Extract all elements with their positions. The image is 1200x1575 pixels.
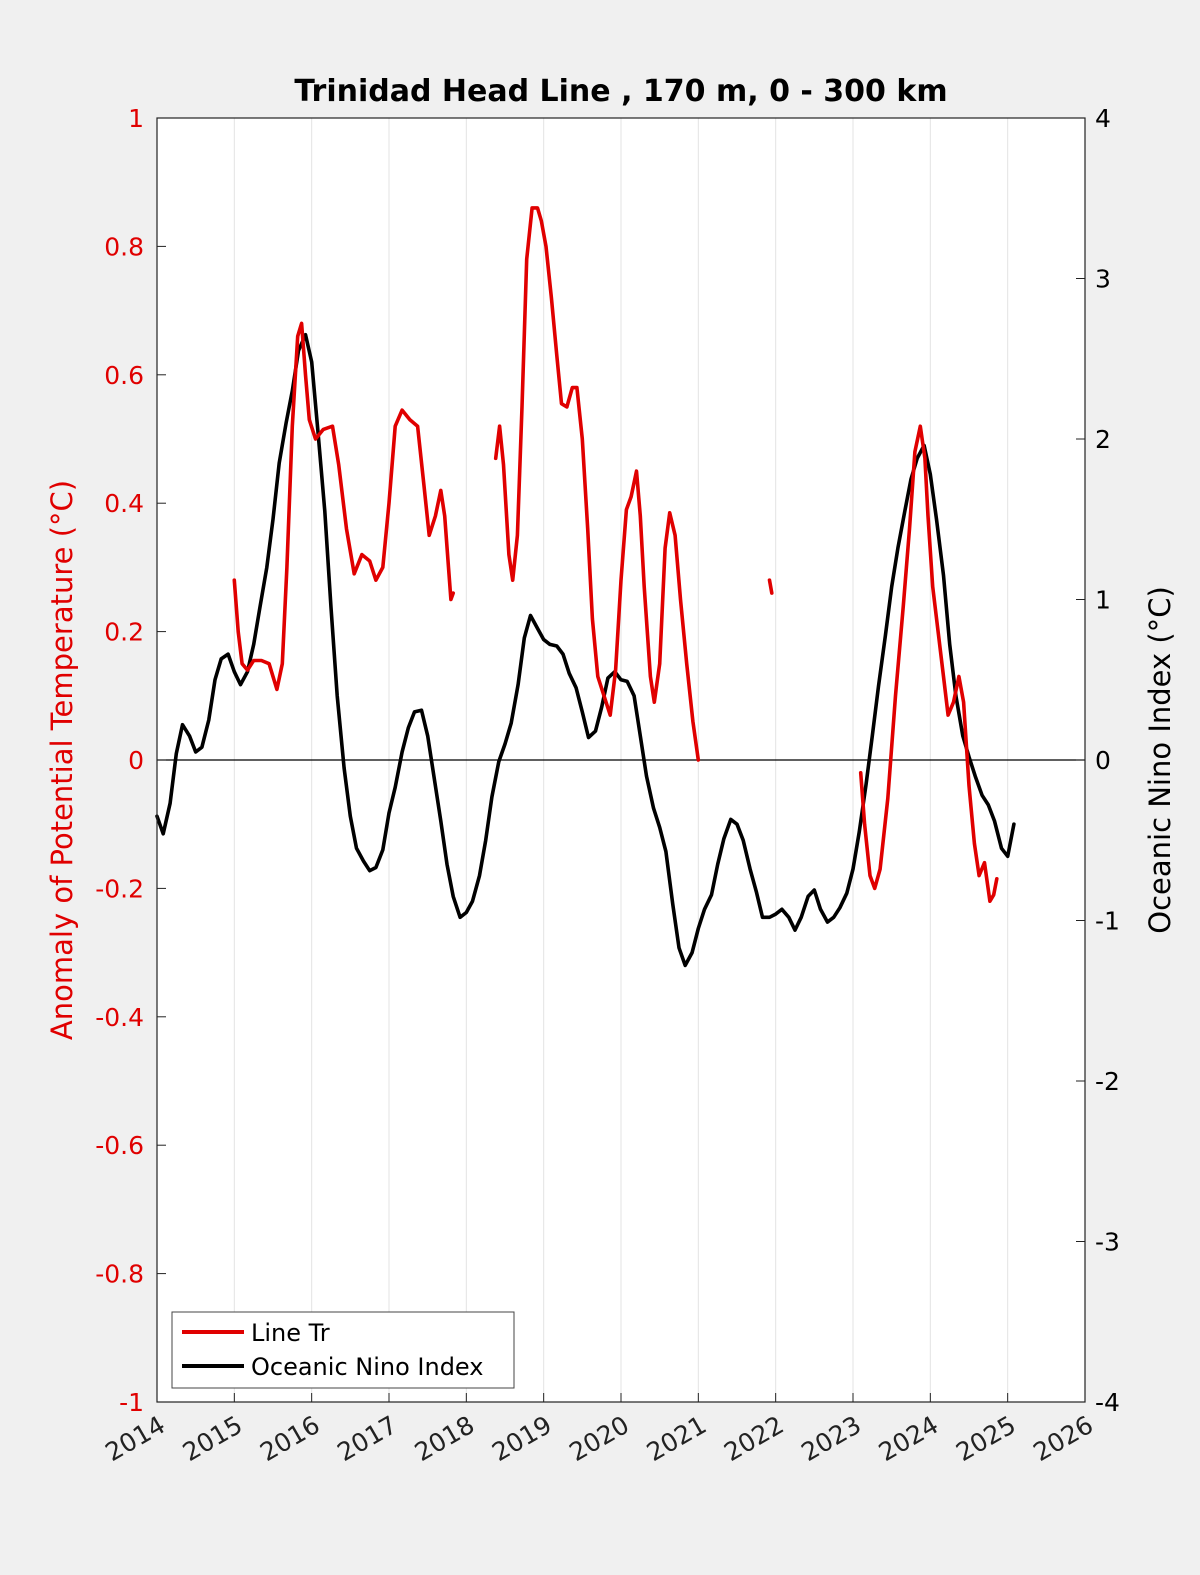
- right-tick-label: -2: [1095, 1067, 1120, 1096]
- left-tick-label: -0.8: [95, 1260, 144, 1289]
- x-tick-label: 2014: [100, 1410, 170, 1467]
- left-tick-label: 0.6: [104, 361, 144, 390]
- x-tick-label: 2026: [1028, 1410, 1098, 1467]
- x-tick-label: 2024: [874, 1410, 944, 1467]
- x-tick-label: 2021: [642, 1410, 712, 1467]
- left-tick-label: -1: [119, 1388, 144, 1417]
- x-tick-label: 2023: [796, 1410, 866, 1467]
- left-tick-label: 0.4: [104, 489, 144, 518]
- right-tick-label: -3: [1095, 1228, 1120, 1257]
- left-tick-label: 0.2: [104, 618, 144, 647]
- right-tick-label: 1: [1095, 586, 1111, 615]
- left-tick-label: -0.6: [95, 1131, 144, 1160]
- right-tick-label: -1: [1095, 907, 1120, 936]
- chart-title: Trinidad Head Line , 170 m, 0 - 300 km: [294, 74, 947, 109]
- left-tick-label: -0.4: [95, 1003, 144, 1032]
- right-tick-label: 4: [1095, 104, 1111, 133]
- legend-box: [171, 1311, 515, 1389]
- left-tick-label: 0.8: [104, 232, 144, 261]
- x-tick-label: 2016: [255, 1410, 325, 1467]
- x-tick-label: 2018: [410, 1410, 480, 1467]
- left-tick-label: 1: [128, 104, 144, 133]
- right-tick-label: -4: [1095, 1388, 1120, 1417]
- legend-label-line-tr: Line Tr: [251, 1319, 330, 1347]
- right-tick-label: 0: [1095, 746, 1111, 775]
- right-tick-label: 3: [1095, 265, 1111, 294]
- series-layer: [155, 206, 1016, 968]
- x-tick-label: 2015: [178, 1410, 248, 1467]
- x-axis-ticks: 2014 2015 2016 2017 2018 2019 2020 2021 2022 2023…: [100, 1393, 1098, 1467]
- line-tr-series: [493, 206, 701, 762]
- line-tr-series: [858, 424, 999, 903]
- right-axis-ticks: 4 3 2 1 0 -1 -2 -3 -4: [1076, 104, 1120, 1417]
- x-tick-label: 2022: [719, 1410, 789, 1467]
- x-tick-label: 2020: [564, 1410, 634, 1467]
- right-axis-label: Oceanic Nino Index (°C): [1143, 586, 1177, 934]
- x-tick-label: 2025: [951, 1410, 1021, 1467]
- left-axis-label: Anomaly of Potential Temperature (°C): [45, 480, 79, 1040]
- x-tick-label: 2019: [487, 1410, 557, 1467]
- left-axis-ticks: 1 0.8 0.6 0.4 0.2 0 -0.2 -0.4 -0.6 -0.8 -1: [95, 104, 166, 1417]
- left-tick-label: -0.2: [95, 874, 144, 903]
- legend-label-oni: Oceanic Nino Index: [251, 1353, 483, 1381]
- oni-series: [155, 332, 1016, 968]
- right-tick-label: 2: [1095, 425, 1111, 454]
- x-tick-label: 2017: [332, 1410, 402, 1467]
- left-tick-label: 0: [128, 746, 144, 775]
- line-tr-series: [767, 578, 774, 595]
- line-tr-series: [232, 321, 455, 692]
- legend: Line Tr Oceanic Nino Index: [171, 1311, 515, 1389]
